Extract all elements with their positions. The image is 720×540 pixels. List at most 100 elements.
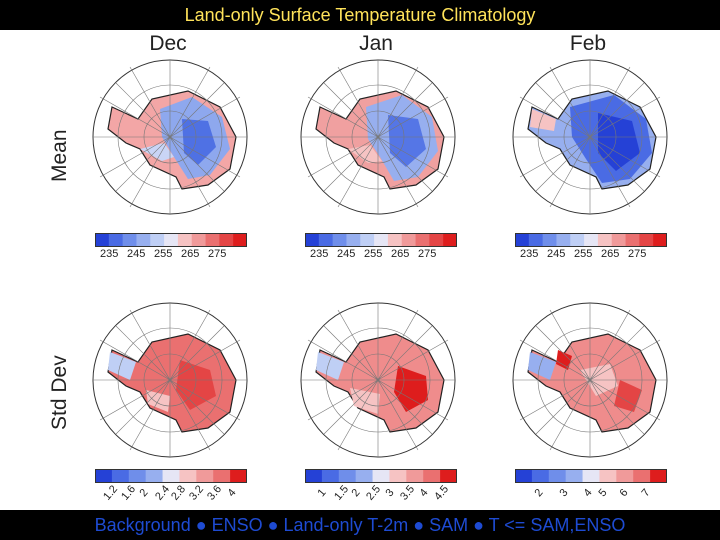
colorbar-border <box>305 469 457 483</box>
map-std-feb <box>512 302 668 458</box>
colorbar-std-jan <box>305 469 457 483</box>
colorbar-swatch <box>639 233 654 247</box>
tick-label: 3.6 <box>205 483 225 503</box>
tick-label: 2.8 <box>169 483 189 503</box>
colorbar-swatch <box>542 233 557 247</box>
colorbar-swatch <box>213 469 231 483</box>
tick-label: 275 <box>208 248 227 260</box>
tick-label: 2.5 <box>364 483 384 503</box>
tick-label: 1.6 <box>119 483 139 503</box>
tick-label: 1 <box>315 486 329 500</box>
tick-label: 265 <box>391 248 410 260</box>
tick-label: 3.5 <box>398 483 418 503</box>
map-mean-jan <box>300 59 456 215</box>
tick-label: 4 <box>417 486 431 500</box>
colorbar-swatch <box>305 469 323 483</box>
footer-bar <box>0 510 720 540</box>
tick-label: 275 <box>628 248 647 260</box>
colorbar-swatch <box>360 233 375 247</box>
colorbar-mean-feb <box>515 233 667 247</box>
colorbar-swatch <box>387 233 403 247</box>
colorbar-border <box>305 233 457 247</box>
tick-label: 255 <box>574 248 593 260</box>
colorbar-swatch <box>429 233 444 247</box>
tick-label: 2 <box>532 486 546 500</box>
colorbar-swatch <box>372 469 390 483</box>
colorbar-swatch <box>556 233 571 247</box>
tick-label: 245 <box>337 248 356 260</box>
footer-legend: Background ● ENSO ● Land-only T-2m ● SAM… <box>94 515 626 535</box>
colorbar-swatch <box>346 233 361 247</box>
colorbar-swatch <box>219 233 234 247</box>
tick-label: 235 <box>100 248 119 260</box>
tick-label: 1.5 <box>332 483 352 503</box>
colorbar-swatch <box>122 233 137 247</box>
colorbar-swatch <box>321 469 340 483</box>
colorbar-swatch <box>625 233 640 247</box>
column-label-jan: Jan <box>359 32 393 55</box>
colorbar-swatch <box>355 469 374 483</box>
colorbar-swatch <box>582 469 600 483</box>
colorbar-swatch <box>338 469 357 483</box>
tick-label: 1.2 <box>101 483 121 503</box>
map-std-dec <box>92 302 248 458</box>
colorbar-swatch <box>443 233 457 247</box>
tick-label: 3.2 <box>187 483 207 503</box>
tick-label: 4 <box>581 486 595 500</box>
colorbar-swatch <box>548 469 567 483</box>
colorbar-swatch <box>179 469 197 483</box>
tick-label: 5 <box>596 486 610 500</box>
colorbar-swatch <box>191 233 207 247</box>
tick-label: 255 <box>364 248 383 260</box>
tick-label: 265 <box>601 248 620 260</box>
colorbar-swatch <box>196 469 214 483</box>
tick-label: 265 <box>181 248 200 260</box>
map-mean-feb <box>512 59 668 215</box>
colorbar-swatch <box>177 233 193 247</box>
colorbar-border <box>515 233 667 247</box>
colorbar-border <box>95 469 247 483</box>
colorbar-swatch <box>205 233 220 247</box>
colorbar-swatch <box>111 469 130 483</box>
colorbar-mean-dec <box>95 233 247 247</box>
colorbar-swatch <box>528 233 544 247</box>
colorbar-swatch <box>128 469 147 483</box>
slide-title: Land-only Surface Temperature Climatolog… <box>184 5 536 25</box>
colorbar-swatch <box>440 469 457 483</box>
colorbar-swatch <box>565 469 584 483</box>
tick-label: 7 <box>639 486 653 500</box>
colorbar-swatch <box>616 469 634 483</box>
colorbar-swatch <box>515 469 533 483</box>
colorbar-swatch <box>332 233 347 247</box>
colorbar-swatch <box>515 233 530 247</box>
colorbar-swatch <box>633 469 651 483</box>
colorbar-std-dec <box>95 469 247 483</box>
tick-label: 4.5 <box>432 483 452 503</box>
tick-label: 275 <box>418 248 437 260</box>
map-std-jan <box>300 302 456 458</box>
column-label-dec: Dec <box>149 32 187 55</box>
map-mean-dec <box>92 59 248 215</box>
colorbar-swatch <box>95 469 113 483</box>
colorbar-swatch <box>653 233 667 247</box>
colorbar-swatch <box>95 233 110 247</box>
column-label-feb: Feb <box>569 32 607 55</box>
colorbar-swatch <box>389 469 407 483</box>
colorbar-swatch <box>401 233 417 247</box>
colorbar-mean-jan <box>305 233 457 247</box>
colorbar-swatch <box>108 233 124 247</box>
tick-label: 2 <box>137 486 151 500</box>
colorbar-swatch <box>650 469 667 483</box>
tick-label: 2 <box>349 486 363 500</box>
colorbar-swatch <box>230 469 247 483</box>
colorbar-swatch <box>597 233 613 247</box>
colorbar-swatch <box>150 233 165 247</box>
colorbar-swatch <box>599 469 617 483</box>
tick-label: 6 <box>617 486 631 500</box>
tick-label: 245 <box>547 248 566 260</box>
colorbar-swatch <box>318 233 334 247</box>
colorbar-border <box>95 233 247 247</box>
colorbar-swatch <box>611 233 627 247</box>
colorbar-swatch <box>305 233 320 247</box>
colorbar-swatch <box>233 233 247 247</box>
